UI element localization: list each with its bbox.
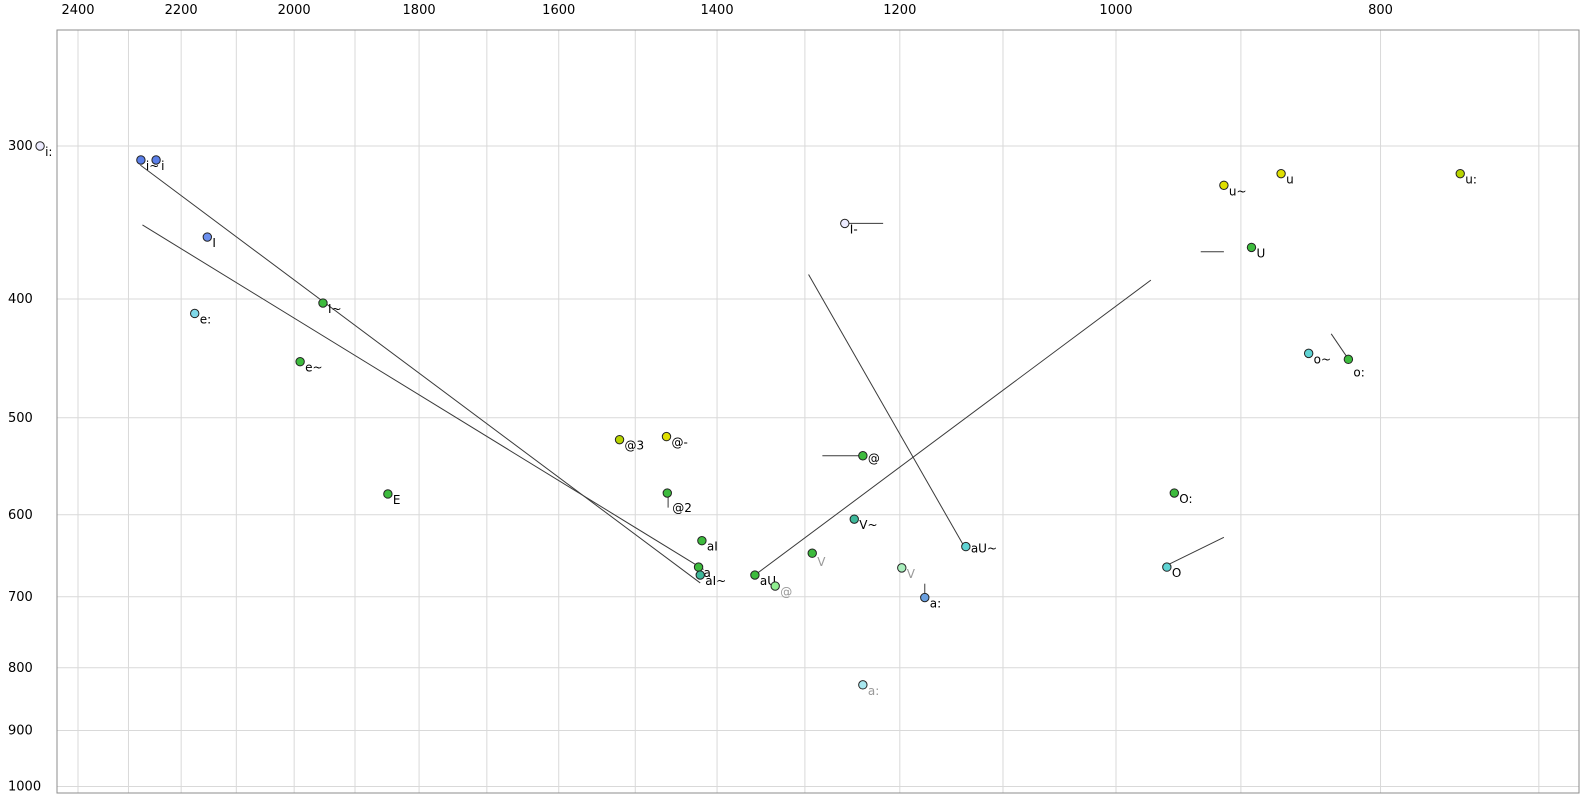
x-tick-label: 2200 bbox=[165, 3, 198, 18]
vowel-label: O: bbox=[1179, 492, 1192, 506]
y-tick-label: 300 bbox=[8, 139, 33, 154]
vowel-label: a: bbox=[868, 684, 879, 698]
vowel-label: e: bbox=[200, 312, 211, 326]
x-tick-label: 1800 bbox=[403, 3, 436, 18]
vowel-label: aI~ bbox=[705, 574, 726, 588]
vowel-point bbox=[35, 141, 45, 151]
vowel-point bbox=[614, 434, 625, 445]
vowel-label: a bbox=[704, 566, 711, 580]
vowel-label: i: bbox=[45, 145, 52, 159]
vowel-label: u bbox=[1286, 173, 1294, 187]
x-tick-label: 1400 bbox=[701, 3, 734, 18]
vowel-label: a: bbox=[930, 597, 941, 611]
vowel-point bbox=[318, 298, 328, 308]
vowel-label: I bbox=[212, 236, 216, 250]
vowel-label: E bbox=[393, 493, 401, 507]
vowel-label: V bbox=[817, 555, 826, 569]
vowel-label: @ bbox=[780, 585, 792, 599]
vowel-point bbox=[695, 570, 705, 580]
vowel-label: I- bbox=[850, 222, 858, 236]
vowel-point bbox=[136, 155, 146, 165]
vowel-label: o: bbox=[1353, 365, 1364, 379]
trajectory-line bbox=[1330, 333, 1348, 358]
x-tick-label: 2000 bbox=[278, 3, 311, 18]
vowel-label: @3 bbox=[625, 439, 645, 453]
vowel-label: I~ bbox=[328, 302, 342, 316]
vowel-label: u: bbox=[1465, 173, 1477, 187]
vowel-label: i bbox=[161, 159, 164, 173]
vowel-point bbox=[1303, 348, 1314, 359]
vowel-point bbox=[840, 218, 850, 229]
trajectory-line bbox=[754, 279, 1152, 576]
trajectory-line bbox=[808, 274, 965, 547]
vowel-label: @ bbox=[868, 452, 880, 466]
vowel-point bbox=[961, 541, 971, 552]
x-tick-label: 1200 bbox=[883, 3, 916, 18]
x-tick-label: 1000 bbox=[1099, 3, 1132, 18]
vowel-label: @2 bbox=[672, 501, 692, 515]
vowel-point bbox=[697, 536, 707, 546]
vowel-label: @- bbox=[671, 436, 687, 450]
trajectory-line bbox=[142, 224, 704, 570]
x-tick-label: 800 bbox=[1368, 3, 1393, 18]
plot-border bbox=[56, 29, 1580, 794]
vowel-label: u~ bbox=[1229, 184, 1247, 198]
vowel-point bbox=[807, 548, 817, 558]
vowel-point bbox=[693, 562, 704, 572]
vowel-point bbox=[190, 308, 200, 319]
vowel-point bbox=[662, 488, 672, 498]
vowel-point bbox=[1162, 562, 1172, 572]
vowel-point bbox=[151, 155, 161, 165]
vowel-point bbox=[1276, 168, 1286, 179]
trajectory-line bbox=[1167, 536, 1225, 566]
vowel-label: U bbox=[1256, 246, 1265, 260]
y-tick-label: 400 bbox=[8, 292, 33, 307]
y-tick-label: 1000 bbox=[8, 780, 41, 795]
vowel-point bbox=[1246, 242, 1257, 253]
vowel-point bbox=[858, 451, 868, 461]
vowel-point bbox=[920, 592, 930, 603]
x-tick-label: 1600 bbox=[542, 3, 575, 18]
vowel-point bbox=[661, 431, 672, 442]
vowel-label: V bbox=[907, 567, 916, 581]
vowel-point bbox=[897, 563, 907, 573]
vowel-point bbox=[1343, 354, 1354, 365]
vowel-point bbox=[1219, 180, 1229, 190]
vowel-point bbox=[858, 680, 868, 690]
vowel-point bbox=[1455, 168, 1465, 179]
vowel-label: o~ bbox=[1314, 352, 1331, 366]
vowel-label: O bbox=[1172, 566, 1181, 580]
vowel-label: aU~ bbox=[971, 542, 997, 556]
vowel-label: aI bbox=[707, 540, 718, 554]
vowel-point bbox=[849, 514, 859, 524]
y-tick-label: 600 bbox=[8, 508, 33, 523]
vowel-point bbox=[383, 489, 393, 499]
y-tick-label: 500 bbox=[8, 411, 33, 426]
vowel-label: e~ bbox=[305, 361, 322, 375]
vowel-point bbox=[750, 570, 760, 580]
trajectory-line bbox=[140, 164, 701, 584]
y-tick-label: 800 bbox=[8, 661, 33, 676]
vowel-point bbox=[295, 357, 305, 367]
x-tick-label: 2400 bbox=[61, 3, 94, 18]
y-tick-label: 900 bbox=[8, 723, 33, 738]
vowel-point bbox=[770, 581, 780, 591]
vowel-point bbox=[1169, 488, 1179, 498]
y-tick-label: 700 bbox=[8, 590, 33, 605]
vowel-label: V~ bbox=[859, 518, 877, 532]
vowel-point bbox=[202, 232, 213, 242]
